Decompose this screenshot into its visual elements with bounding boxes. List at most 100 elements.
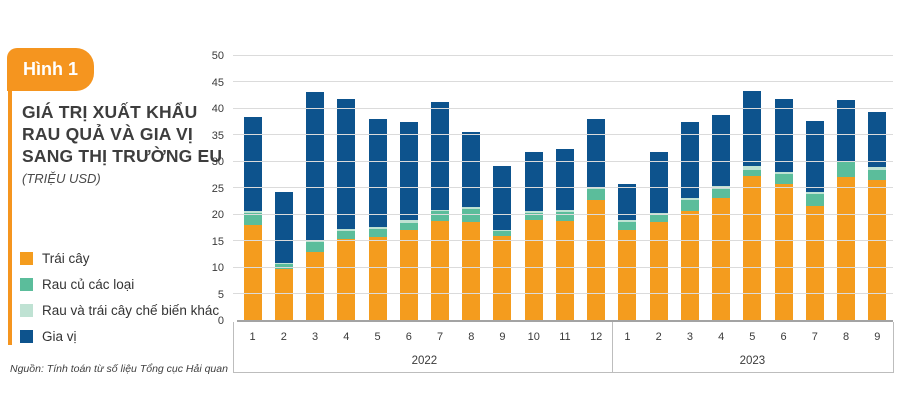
legend-label: Rau và trái cây chế biến khác [42,302,220,318]
stacked-bar-8 [462,131,481,320]
bar-slot [768,57,799,320]
y-tick-label: 20 [211,209,224,221]
bar-segment [493,229,512,231]
y-tick-label: 50 [211,50,224,62]
figure-title-line-2: RAU QUẢ VÀ GIA VỊ [22,124,193,144]
bar-segment [274,262,293,264]
bar-segment [337,229,356,231]
month-label: 5 [374,330,381,343]
bar-segment [399,230,418,320]
month-label: 6 [780,330,787,343]
figure-title-line-3: SANG THỊ TRƯỜNG EU [22,146,223,166]
bar-slot [237,57,268,320]
figure-title: GIÁ TRỊ XUẤT KHẨU RAU QUẢ VÀ GIA VỊ SANG… [22,101,222,167]
bar-segment [431,102,450,210]
bar-slot [862,57,893,320]
legend-item-2: Rau và trái cây chế biến khác [20,297,219,323]
month-label: 6 [405,330,412,343]
y-tick-label: 10 [211,262,224,274]
bar-segment [680,198,699,200]
bar-segment [368,118,387,228]
bar-segment [337,230,356,240]
plot-area [233,54,893,322]
month-label: 8 [468,330,475,343]
bar-segment [306,252,325,320]
figure-badge: Hình 1 [7,48,94,91]
stacked-bar-13 [618,184,637,320]
bar-segment [680,199,699,212]
month-label: 2 [280,330,287,343]
bar-slot [268,57,299,320]
bar-segment [306,241,325,253]
bars-row [237,57,893,320]
bar-segment [774,184,793,320]
month-label: 4 [343,330,350,343]
bar-segment [524,212,543,221]
bar-segment [555,210,574,212]
month-labels-row: 1 2 3 4 5 6 7 8 9 10 11 12 1 2 3 4 5 6 7 8 9 [237,322,893,351]
bar-segment [306,92,325,241]
bar-segment [712,115,731,187]
gridline [233,293,893,294]
legend-label: Rau củ các loại [42,276,135,292]
stacked-bar-7 [431,102,450,320]
bar-slot [299,57,330,320]
bar-segment [524,151,543,212]
bar-segment [462,222,481,320]
month-label: 3 [312,330,319,343]
bar-slot [549,57,580,320]
bar-slot [799,57,830,320]
month-label: 9 [874,330,881,343]
month-label: 7 [436,330,444,343]
bar-segment [274,263,293,270]
gridline [233,187,893,188]
stacked-bar-10 [524,151,543,320]
bar-slot [612,57,643,320]
month-label: 9 [499,330,506,343]
gridline [233,134,893,135]
stacked-bar-9 [493,165,512,320]
bar-segment [337,239,356,320]
bar-segment [618,220,637,222]
bar-segment [868,180,887,320]
gridline [233,213,893,215]
stacked-bar-15 [680,122,699,320]
gridline [233,160,893,162]
bar-segment [587,187,606,190]
month-label: 10 [527,330,540,343]
bar-slot [331,57,362,320]
bar-segment [524,211,543,213]
bar-segment [774,98,793,172]
bar-segment [587,199,606,320]
bar-slot [424,57,455,320]
bar-slot [674,57,705,320]
bar-segment [493,165,512,230]
bar-segment [618,230,637,320]
year-label: 2023 [739,355,766,367]
bar-segment [712,198,731,320]
month-label: 8 [843,330,850,343]
legend-item-1: Rau củ các loại [20,271,219,297]
bar-segment [399,222,418,231]
bar-slot [643,57,674,320]
stacked-bar-16 [712,115,731,320]
bar-segment [524,220,543,320]
bar-segment [743,176,762,320]
stacked-bar-1 [243,116,262,320]
legend-swatch-icon [20,277,33,291]
bar-segment [243,225,262,320]
bar-segment [462,131,481,208]
legend-label: Gia vị [42,328,77,344]
gridline [233,266,893,268]
bar-segment [431,221,450,320]
axis-divider-middle [612,322,613,372]
bar-segment [274,269,293,320]
year-labels-row: 2022 2023 [237,351,893,371]
bar-segment [243,211,262,213]
y-axis-labels: 0 5 10 15 20 25 30 35 40 45 50 [190,50,230,327]
bar-slot [737,57,768,320]
bar-segment [555,148,574,211]
bar-slot [393,57,424,320]
bar-segment [743,165,762,170]
